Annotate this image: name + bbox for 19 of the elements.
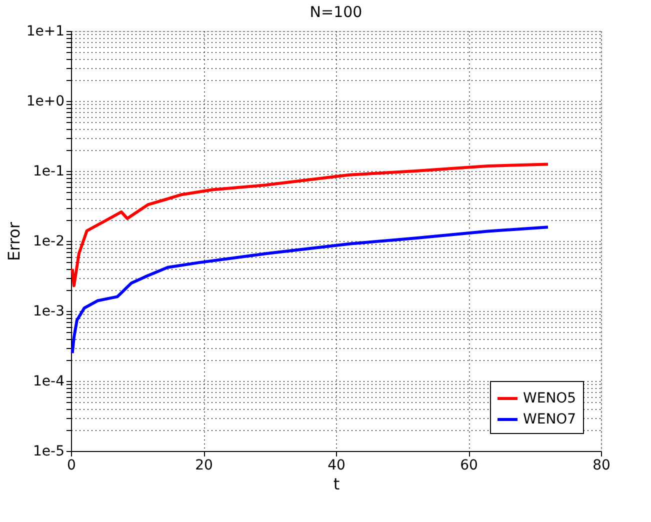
y-tick-label: 1e-3 <box>33 304 64 320</box>
y-tick-label: 1e+0 <box>26 94 64 110</box>
line-series <box>70 162 550 288</box>
y-axis-title: Error <box>4 222 24 261</box>
x-tick-label: 20 <box>195 458 213 474</box>
x-tick-label: 0 <box>67 458 76 474</box>
y-tick-label: 1e-2 <box>33 234 64 250</box>
y-tick-label: 1e-5 <box>33 444 64 460</box>
legend-label: WENO5 <box>523 390 576 406</box>
legend-label: WENO7 <box>523 412 576 428</box>
x-axis-title: t <box>333 474 340 494</box>
x-tick-label: 80 <box>592 458 610 474</box>
x-tick-label: 60 <box>460 458 478 474</box>
y-tick-label: 1e+1 <box>26 24 64 40</box>
y-tick-label: 1e-4 <box>33 374 65 390</box>
line-series <box>70 226 550 355</box>
chart-title: N=100 <box>310 3 362 21</box>
y-tick-label: 1e-1 <box>33 164 64 180</box>
x-tick-label: 40 <box>328 458 346 474</box>
